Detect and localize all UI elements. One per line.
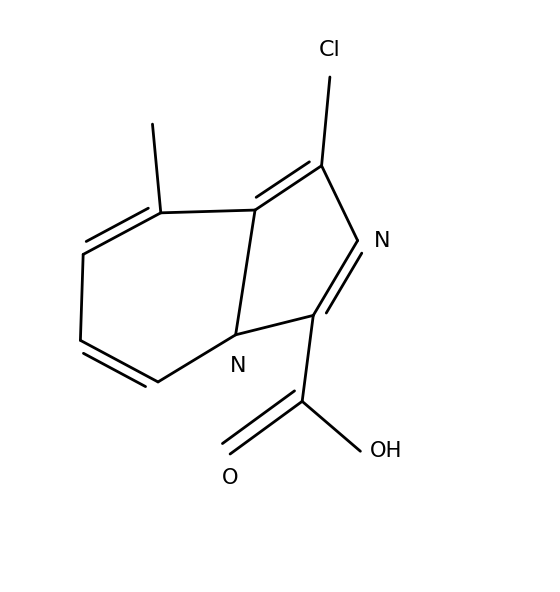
Text: N: N [230, 356, 246, 376]
Text: N: N [374, 230, 391, 250]
Text: OH: OH [370, 441, 403, 461]
Text: Cl: Cl [319, 40, 341, 60]
Text: O: O [222, 468, 239, 488]
